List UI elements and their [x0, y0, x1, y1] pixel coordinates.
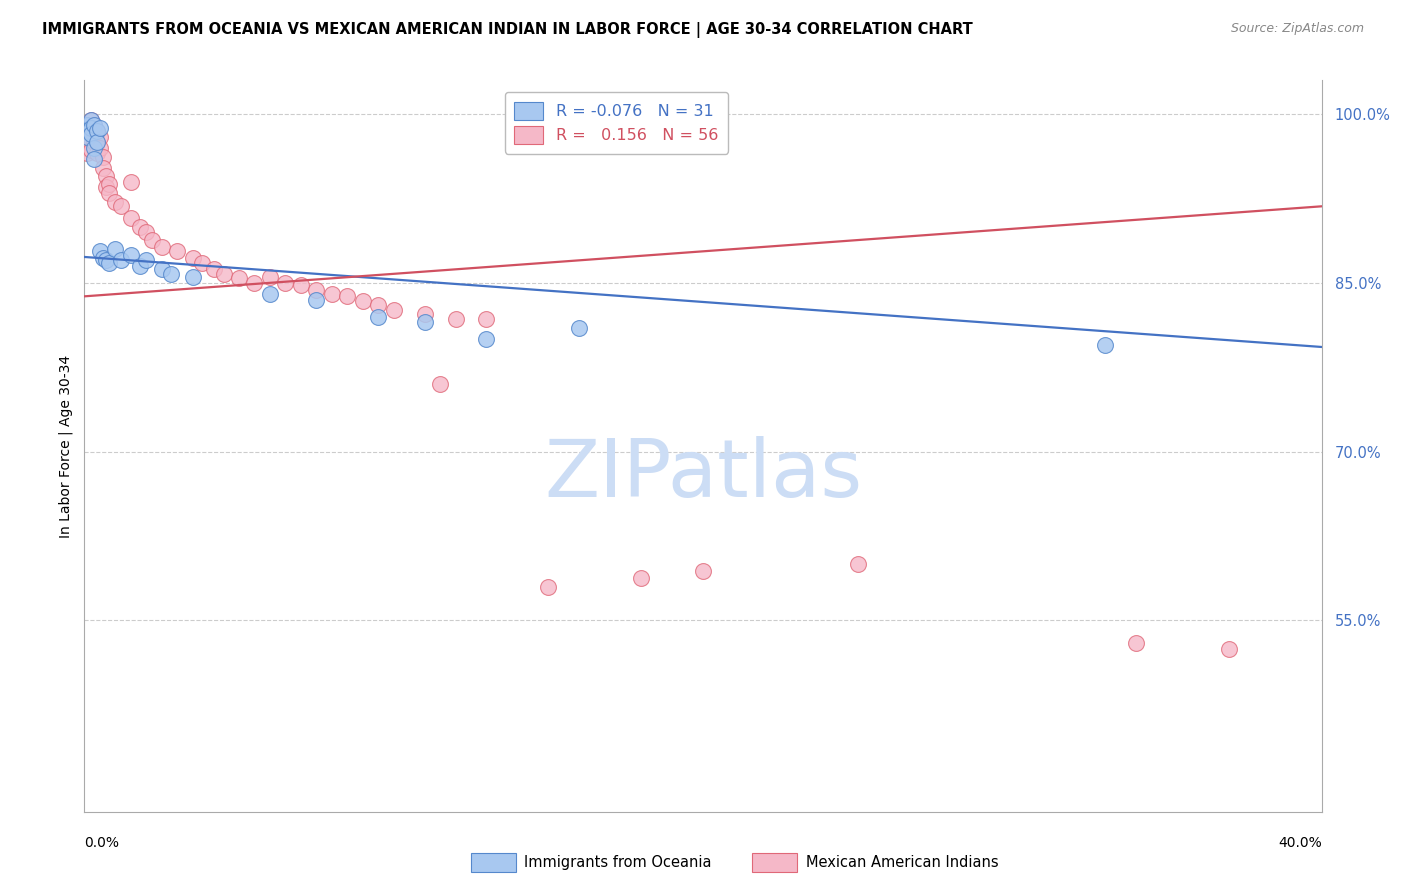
Point	[79, 143, 101, 157]
Point	[336, 289, 359, 303]
Text: IMMIGRANTS FROM OCEANIA VS MEXICAN AMERICAN INDIAN IN LABOR FORCE | AGE 30-34 CO: IMMIGRANTS FROM OCEANIA VS MEXICAN AMERI…	[42, 22, 973, 38]
Point	[413, 307, 436, 321]
Point	[94, 253, 117, 268]
Point	[166, 244, 188, 259]
Point	[104, 194, 127, 209]
Point	[83, 118, 105, 132]
Text: 40.0%: 40.0%	[1278, 836, 1322, 850]
Point	[692, 564, 714, 578]
Point	[89, 120, 111, 135]
Point	[98, 186, 121, 200]
Point	[367, 298, 389, 312]
Text: Immigrants from Oceania: Immigrants from Oceania	[524, 855, 711, 870]
Point	[110, 253, 132, 268]
Point	[91, 161, 114, 175]
Point	[86, 124, 108, 138]
Point	[76, 118, 98, 132]
Point	[135, 225, 157, 239]
Point	[191, 255, 214, 269]
Point	[94, 180, 117, 194]
Point	[120, 248, 142, 262]
Point	[846, 557, 869, 571]
Point	[202, 262, 225, 277]
Point	[86, 146, 108, 161]
Point	[135, 253, 157, 268]
Point	[110, 199, 132, 213]
Point	[150, 262, 173, 277]
Point	[94, 169, 117, 183]
Point	[352, 293, 374, 308]
Point	[321, 287, 343, 301]
Point	[86, 135, 108, 149]
Point	[83, 135, 105, 149]
Point	[259, 270, 281, 285]
Point	[76, 128, 98, 142]
Point	[91, 150, 114, 164]
Point	[86, 124, 108, 138]
Point	[120, 211, 142, 225]
Point	[150, 240, 173, 254]
Point	[129, 219, 152, 234]
Point	[79, 120, 101, 135]
Point	[76, 135, 98, 149]
Point	[630, 571, 652, 585]
Point	[76, 124, 98, 138]
Point	[537, 580, 560, 594]
Point	[568, 321, 591, 335]
Point	[475, 332, 498, 346]
Point	[305, 293, 328, 307]
Point	[76, 129, 98, 144]
Point	[259, 287, 281, 301]
Point	[382, 302, 405, 317]
Point	[79, 132, 101, 146]
Point	[89, 141, 111, 155]
Point	[98, 177, 121, 191]
Point	[79, 128, 101, 142]
Point	[181, 270, 204, 285]
Point	[160, 267, 183, 281]
Point	[1125, 636, 1147, 650]
Point	[429, 377, 451, 392]
Text: ZIPatlas: ZIPatlas	[544, 436, 862, 515]
Text: 0.0%: 0.0%	[84, 836, 120, 850]
Point	[76, 146, 98, 161]
Point	[129, 259, 152, 273]
Point	[104, 242, 127, 256]
Point	[76, 118, 98, 132]
Legend: R = -0.076   N = 31, R =   0.156   N = 56: R = -0.076 N = 31, R = 0.156 N = 56	[505, 92, 728, 153]
Point	[86, 135, 108, 149]
Point	[444, 311, 467, 326]
Point	[83, 128, 105, 142]
Point	[1094, 337, 1116, 351]
Point	[83, 118, 105, 132]
Point	[83, 152, 105, 166]
Point	[79, 112, 101, 127]
Point	[367, 310, 389, 324]
Y-axis label: In Labor Force | Age 30-34: In Labor Force | Age 30-34	[59, 354, 73, 538]
Point	[290, 278, 312, 293]
Point	[181, 251, 204, 265]
Point	[1218, 641, 1240, 656]
Point	[89, 129, 111, 144]
Point	[120, 175, 142, 189]
Point	[79, 120, 101, 135]
Point	[413, 315, 436, 329]
Point	[91, 251, 114, 265]
Point	[475, 311, 498, 326]
Point	[98, 255, 121, 269]
Point	[79, 112, 101, 127]
Point	[305, 283, 328, 297]
Text: Source: ZipAtlas.com: Source: ZipAtlas.com	[1230, 22, 1364, 36]
Point	[83, 141, 105, 155]
Point	[274, 276, 297, 290]
Point	[228, 271, 250, 285]
Text: Mexican American Indians: Mexican American Indians	[806, 855, 998, 870]
Point	[141, 233, 163, 247]
Point	[212, 267, 235, 281]
Point	[243, 276, 266, 290]
Point	[89, 244, 111, 259]
